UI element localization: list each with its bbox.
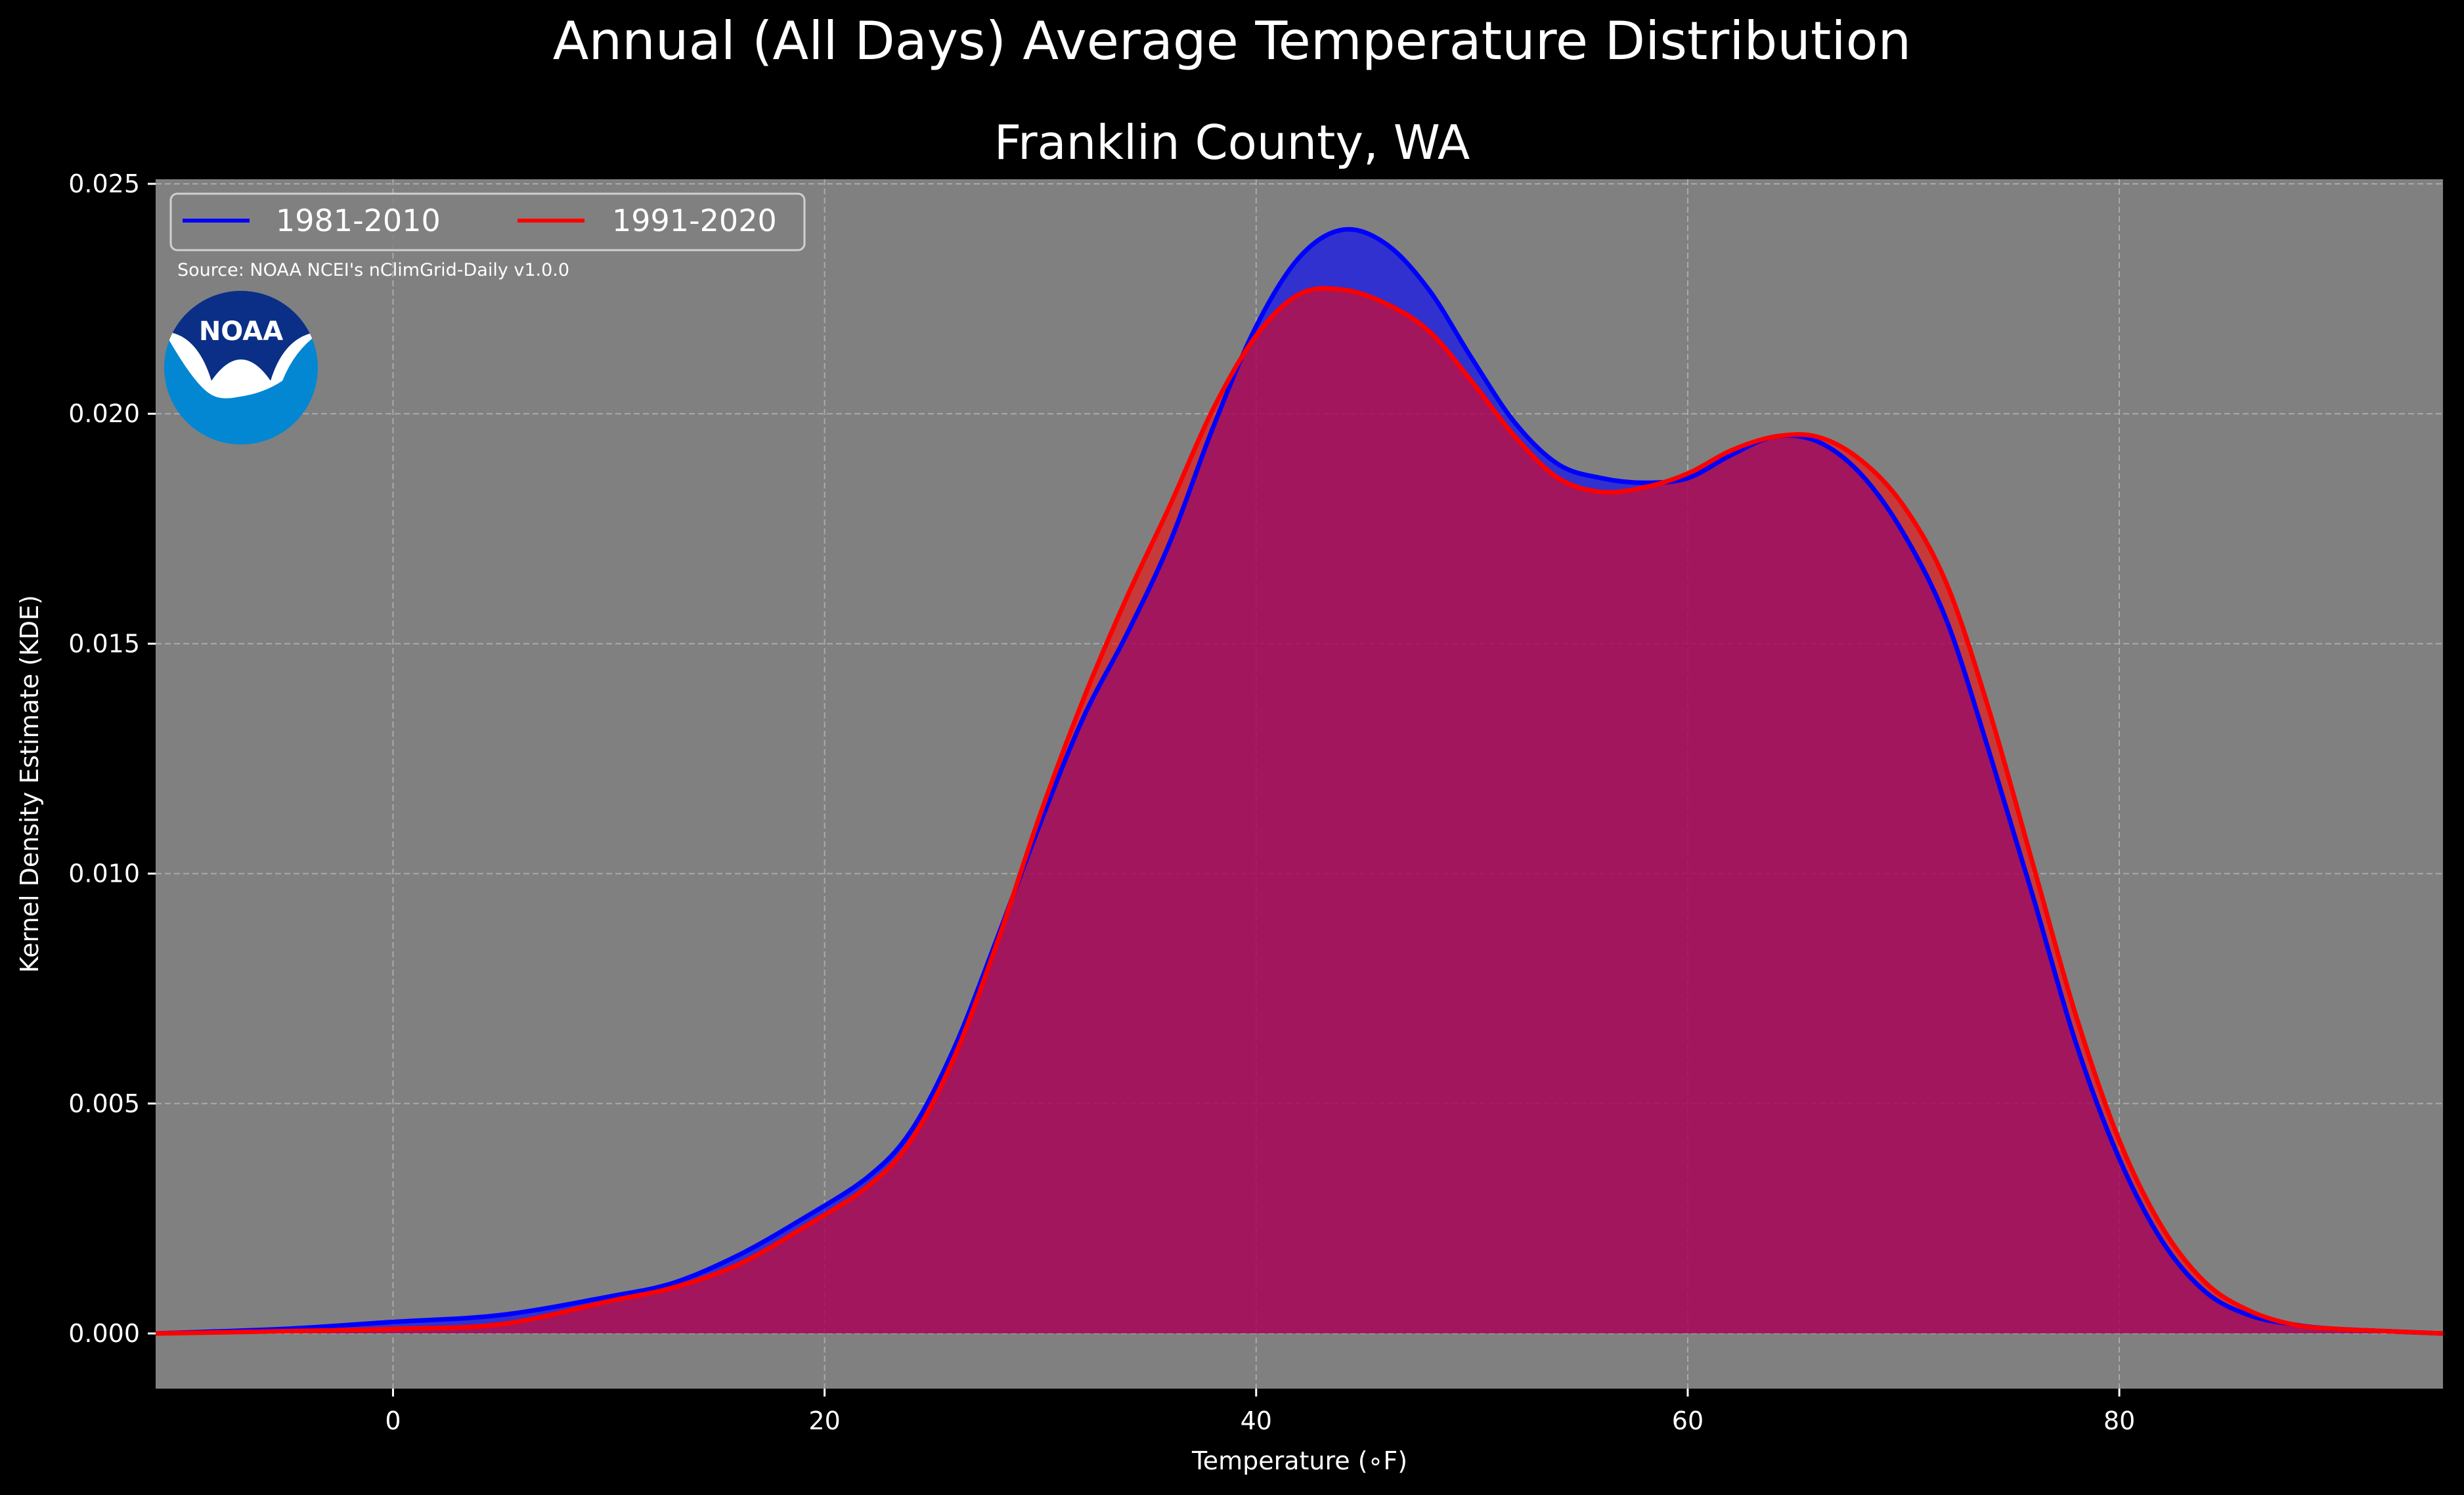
y-tick-label: 0.020 <box>68 399 140 428</box>
legend-box <box>169 192 806 251</box>
noaa-logo-icon: NOAA <box>164 291 318 444</box>
legend-label-1991-2020: 1991-2020 <box>612 203 777 238</box>
series-fills <box>156 229 2443 1334</box>
series-lines <box>155 227 2444 1336</box>
x-axis-ticks: 0 20 40 60 80 <box>385 1389 2135 1435</box>
legend-label-1981-2010: 1981-2010 <box>276 203 441 238</box>
y-axis-ticks: 0.000 0.005 0.010 0.015 0.020 0.025 <box>68 169 156 1348</box>
x-tick-label: 60 <box>1672 1406 1704 1435</box>
source-note: Source: NOAA NCEI's nClimGrid-Daily v1.0… <box>177 260 569 280</box>
legend: 1981-2010 1991-2020 <box>169 192 806 251</box>
y-tick-label: 0.000 <box>68 1319 140 1348</box>
x-tick-label: 80 <box>2103 1406 2135 1435</box>
y-tick-label: 0.010 <box>68 859 140 888</box>
x-tick-label: 0 <box>385 1406 401 1435</box>
y-tick-label: 0.015 <box>68 629 140 658</box>
series-area-1991-2020 <box>156 288 2443 1334</box>
y-axis-label: Kernel Density Estimate (KDE) <box>15 595 44 973</box>
logo-upper <box>164 291 318 381</box>
figure-title: Annual (All Days) Average Temperature Di… <box>553 11 1911 72</box>
y-tick-label: 0.005 <box>68 1089 140 1118</box>
x-tick-label: 40 <box>1241 1406 1272 1435</box>
plot-area <box>155 179 2444 1389</box>
chart-title: Franklin County, WA <box>994 115 1470 170</box>
y-tick-label: 0.025 <box>68 169 140 198</box>
series-line-1981-2010 <box>155 227 2444 1336</box>
x-tick-label: 20 <box>808 1406 840 1435</box>
x-axis-label: Temperature (∘F) <box>1191 1446 1407 1475</box>
series-line-1991-2020 <box>155 286 2444 1336</box>
logo-bird <box>164 332 318 399</box>
logo-text: NOAA <box>199 316 283 347</box>
